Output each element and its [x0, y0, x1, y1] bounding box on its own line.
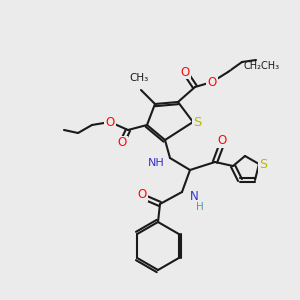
Text: CH₂CH₃: CH₂CH₃ — [244, 61, 280, 71]
Text: O: O — [218, 134, 226, 148]
Text: O: O — [230, 69, 231, 70]
Text: S: S — [259, 158, 267, 170]
Text: NH: NH — [148, 158, 165, 168]
Text: O: O — [90, 119, 91, 120]
Text: O: O — [180, 65, 190, 79]
Text: N: N — [190, 190, 199, 202]
Text: O: O — [117, 136, 127, 149]
Text: O: O — [105, 116, 115, 128]
Text: H: H — [196, 202, 204, 212]
Text: O: O — [137, 188, 147, 202]
Text: S: S — [193, 116, 201, 128]
Text: CH₃: CH₃ — [129, 73, 148, 83]
Text: O: O — [207, 76, 217, 88]
